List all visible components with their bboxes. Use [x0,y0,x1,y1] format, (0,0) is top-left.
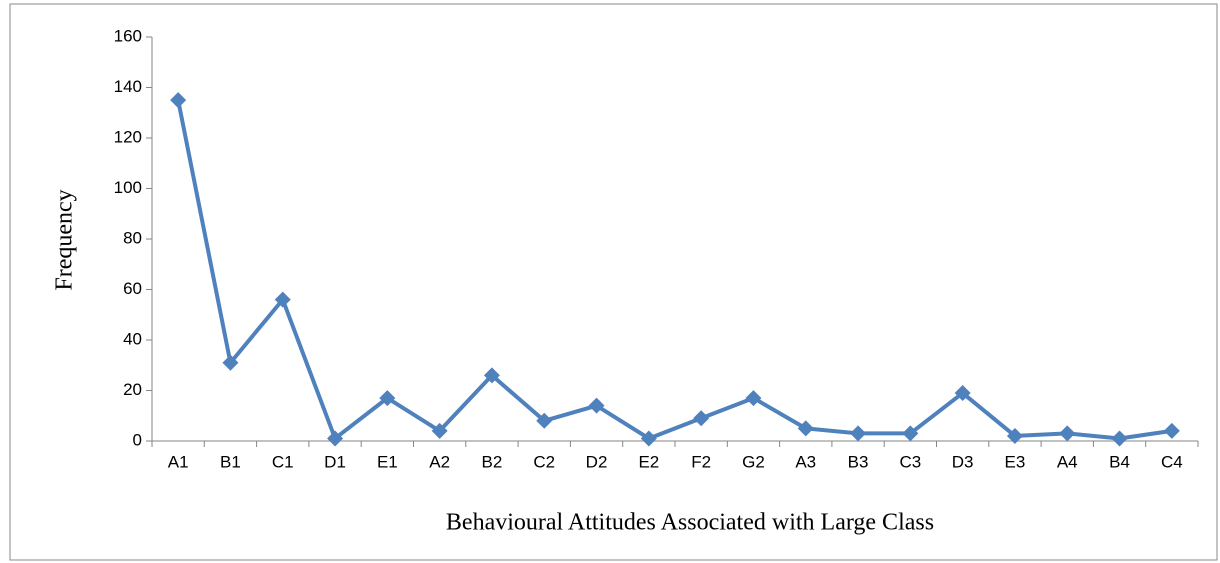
y-tick-label: 120 [114,127,142,146]
marker [588,397,605,414]
marker [640,430,657,447]
y-tick-label: 0 [133,430,142,449]
marker [483,367,500,384]
x-tick-label: C2 [533,452,555,471]
x-tick-label: D2 [586,452,608,471]
marker [797,420,814,437]
x-tick-label: A2 [429,452,450,471]
x-tick-label: B1 [220,452,241,471]
marker [693,410,710,427]
x-tick-label: A1 [168,452,189,471]
marker [954,385,971,402]
marker [745,390,762,407]
series-line [176,99,1173,441]
x-tick-label: C1 [272,452,294,471]
marker [902,425,919,442]
x-tick-label: E1 [377,452,398,471]
x-tick-label: C3 [899,452,921,471]
chart-frame [9,3,1218,561]
x-tick-label: B3 [848,452,869,471]
x-tick-label: E3 [1005,452,1026,471]
marker [327,430,344,447]
x-tick-label: E2 [638,452,659,471]
y-tick-label: 160 [114,26,142,45]
x-tick-label: A4 [1057,452,1078,471]
marker [1006,427,1023,444]
marker [1163,422,1180,439]
y-tick-label: 140 [114,77,142,96]
y-tick-label: 100 [114,178,142,197]
marker [222,354,239,371]
x-tick-label: A3 [795,452,816,471]
marker [274,291,291,308]
x-tick-label: F2 [691,452,711,471]
marker [1059,425,1076,442]
marker [379,390,396,407]
marker [1111,430,1128,447]
x-tick-label: B4 [1109,452,1130,471]
x-tick-label: G2 [742,452,765,471]
marker [431,422,448,439]
marker [850,425,867,442]
y-tick-label: 40 [123,329,142,348]
x-tick-label: C4 [1161,452,1183,471]
x-tick-label: D3 [952,452,974,471]
marker [536,412,553,429]
y-tick-label: 60 [123,279,142,298]
marker [170,92,187,109]
y-axis-title: Frequency [52,189,78,290]
x-axis-title: Behavioural Attitudes Associated with La… [446,510,934,536]
y-tick-label: 80 [123,228,142,247]
x-tick-label: D1 [324,452,346,471]
y-tick-label: 20 [123,380,142,399]
x-tick-label: B2 [482,452,503,471]
